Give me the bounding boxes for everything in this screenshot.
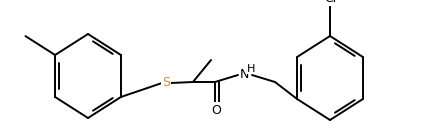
Text: Cl: Cl	[324, 0, 336, 5]
Text: O: O	[212, 104, 221, 116]
Text: S: S	[162, 76, 170, 90]
Text: N: N	[239, 68, 249, 82]
Text: H: H	[247, 64, 255, 74]
